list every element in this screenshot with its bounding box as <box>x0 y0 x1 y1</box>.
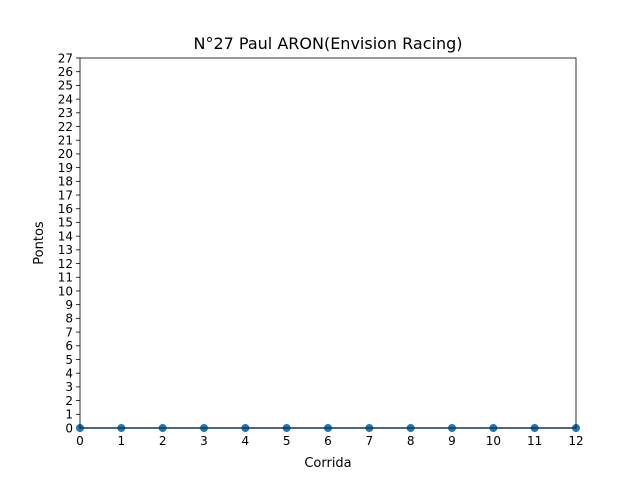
y-tick-label: 4 <box>65 366 73 380</box>
y-tick-label: 3 <box>65 380 73 394</box>
y-tick-label: 1 <box>65 408 73 422</box>
y-tick-label: 17 <box>58 188 73 202</box>
x-tick-label: 5 <box>283 434 291 448</box>
y-tick-label: 27 <box>58 51 73 65</box>
y-axis-ticks: 0123456789101112131415161718192021222324… <box>58 51 80 435</box>
y-tick-label: 6 <box>65 339 73 353</box>
x-tick-label: 8 <box>407 434 415 448</box>
plot-area <box>80 58 576 428</box>
axes-frame <box>79 57 577 429</box>
y-tick-label: 8 <box>65 312 73 326</box>
y-tick-label: 16 <box>58 202 73 216</box>
y-tick-label: 10 <box>58 284 73 298</box>
y-axis-label: Pontos <box>32 221 47 265</box>
y-tick-label: 21 <box>58 134 73 148</box>
x-axis-label: Corrida <box>304 456 351 471</box>
x-tick-label: 1 <box>118 434 126 448</box>
y-tick-label: 22 <box>58 120 73 134</box>
y-tick-label: 25 <box>58 79 73 93</box>
x-tick-label: 2 <box>159 434 167 448</box>
y-tick-label: 13 <box>58 243 73 257</box>
y-tick-label: 24 <box>58 92 73 106</box>
x-tick-label: 10 <box>486 434 501 448</box>
y-tick-label: 19 <box>58 161 73 175</box>
y-tick-label: 0 <box>65 421 73 435</box>
y-tick-label: 5 <box>65 353 73 367</box>
x-tick-label: 4 <box>242 434 250 448</box>
y-tick-label: 20 <box>58 147 73 161</box>
y-tick-label: 12 <box>58 257 73 271</box>
y-tick-label: 14 <box>58 229 73 243</box>
y-tick-label: 11 <box>58 271 73 285</box>
x-tick-label: 7 <box>366 434 374 448</box>
y-tick-label: 7 <box>65 325 73 339</box>
x-tick-label: 0 <box>76 434 84 448</box>
chart-title: N°27 Paul ARON(Envision Racing) <box>194 34 463 53</box>
x-tick-label: 9 <box>448 434 456 448</box>
y-tick-label: 2 <box>65 394 73 408</box>
y-tick-label: 9 <box>65 298 73 312</box>
x-tick-label: 12 <box>568 434 583 448</box>
y-tick-label: 26 <box>58 65 73 79</box>
y-tick-label: 23 <box>58 106 73 120</box>
x-tick-label: 11 <box>527 434 542 448</box>
x-tick-label: 3 <box>200 434 208 448</box>
axes-background <box>80 58 576 428</box>
x-tick-label: 6 <box>324 434 332 448</box>
y-tick-label: 15 <box>58 216 73 230</box>
y-tick-label: 18 <box>58 175 73 189</box>
